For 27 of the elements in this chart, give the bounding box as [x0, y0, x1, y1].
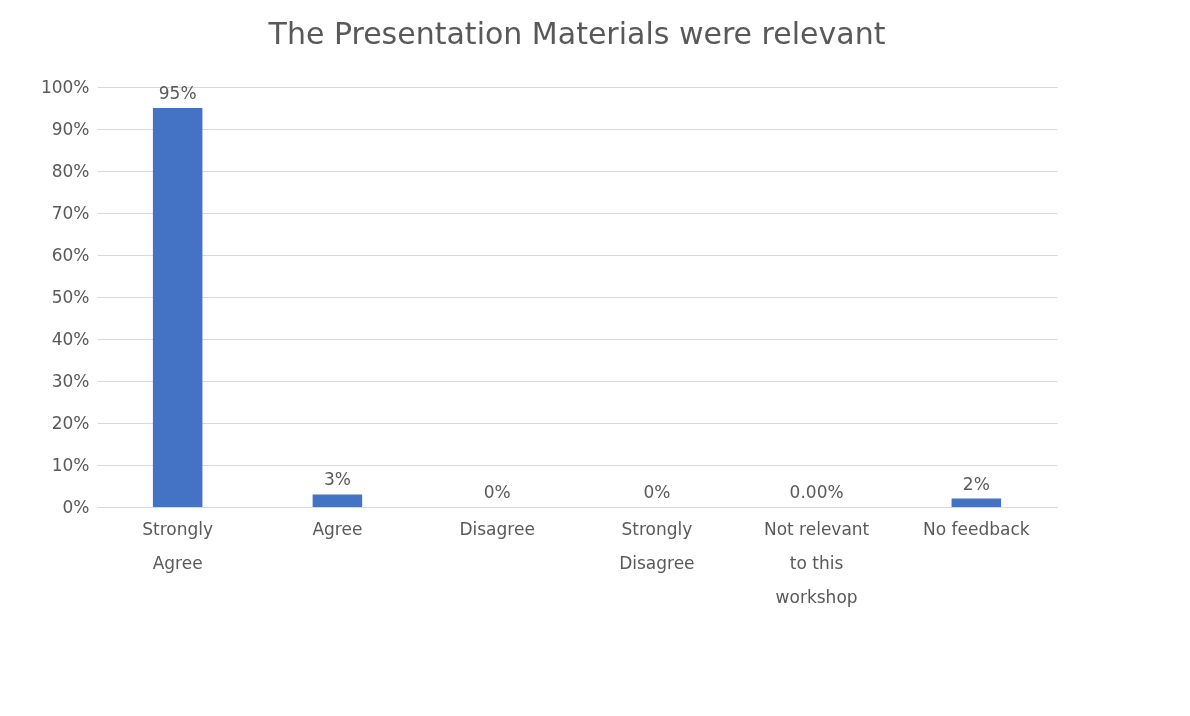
- x-tick-label: Strongly Agree: [142, 518, 214, 573]
- y-tick-label: 50%: [51, 286, 90, 307]
- data-label: 2%: [962, 473, 990, 494]
- x-tick-label: Agree: [312, 518, 363, 539]
- y-tick-label: 100%: [40, 76, 90, 97]
- y-tick-label: 60%: [51, 244, 90, 265]
- x-tick-label: Disagree: [459, 518, 535, 539]
- y-tick-label: 40%: [51, 328, 90, 349]
- bar: [152, 108, 203, 507]
- y-tick-label: 20%: [51, 412, 90, 433]
- x-tick-label: No feedback: [923, 518, 1030, 539]
- data-label: 3%: [323, 469, 351, 490]
- bar: [312, 494, 363, 507]
- y-tick-label: 80%: [51, 160, 90, 181]
- y-tick-label: 90%: [51, 118, 90, 139]
- data-label: 0%: [643, 482, 671, 502]
- x-tick-label: Not relevant to this workshop: [763, 518, 870, 607]
- y-tick-label: 0%: [62, 496, 90, 517]
- y-tick-label: 30%: [51, 370, 90, 391]
- data-label: 0.00%: [789, 482, 844, 502]
- data-label: 0%: [483, 482, 511, 502]
- bar: [951, 498, 1002, 507]
- y-tick-label: 10%: [51, 454, 90, 475]
- y-tick-label: 70%: [51, 202, 90, 223]
- chart-title: The Presentation Materials were relevant: [267, 16, 886, 51]
- data-label: 95%: [158, 83, 197, 103]
- x-tick-label: Strongly Disagree: [619, 518, 695, 573]
